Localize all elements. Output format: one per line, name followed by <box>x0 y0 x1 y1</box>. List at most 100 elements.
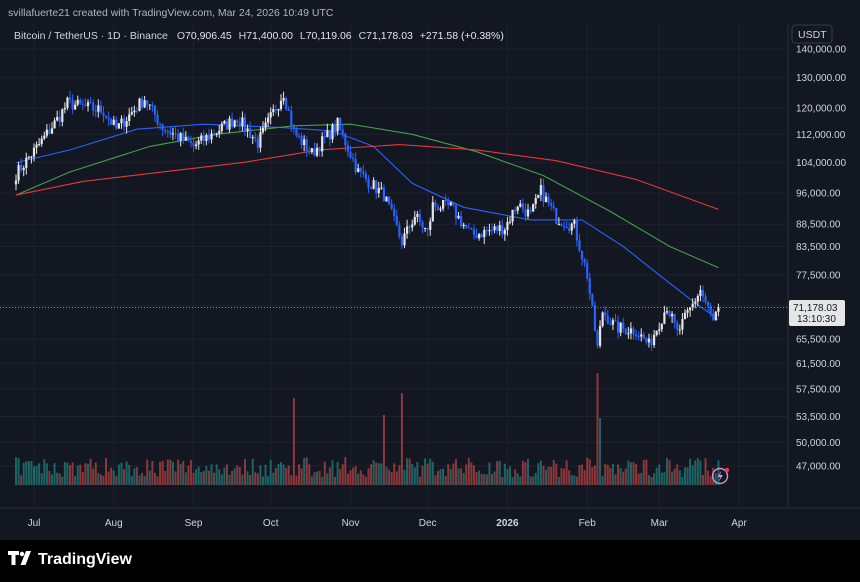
candle-body <box>158 123 162 125</box>
volume-bar <box>668 460 671 485</box>
volume-bar <box>457 468 460 485</box>
volume-bar <box>629 462 632 485</box>
candle-body <box>704 296 707 302</box>
candle-body <box>377 187 380 194</box>
candle-body <box>225 121 229 130</box>
volume-bar <box>527 458 530 485</box>
candle-body <box>148 104 151 106</box>
volume-bar <box>452 463 455 485</box>
time-tick-label: Dec <box>419 518 437 529</box>
candle-body <box>712 313 715 321</box>
candle-body <box>213 133 216 135</box>
volume-bar <box>506 468 509 485</box>
candle-body <box>35 144 38 148</box>
volume-bar <box>310 476 313 485</box>
volume-bar <box>48 470 51 485</box>
ma-long-line <box>15 144 719 210</box>
volume-bar <box>243 459 246 485</box>
candle-body <box>130 112 133 115</box>
tradingview-logo[interactable]: TradingView <box>8 551 133 568</box>
candle-body <box>228 118 231 130</box>
candle-body <box>223 121 226 124</box>
candle-body <box>238 122 241 127</box>
volume-bar <box>357 473 360 485</box>
volume-bar <box>650 476 653 485</box>
price-tick-label: 130,000.00 <box>796 73 846 84</box>
time-tick-label: Mar <box>651 518 669 529</box>
candle-body <box>20 164 23 171</box>
candle-body <box>117 123 121 129</box>
candle-body <box>135 110 139 112</box>
candle-body <box>202 135 205 141</box>
volume-bar <box>367 468 370 485</box>
candle-body <box>534 197 537 205</box>
volume-bar <box>362 474 365 485</box>
candle-body <box>344 133 347 146</box>
candle-body <box>362 171 365 174</box>
volume-bar <box>97 473 100 485</box>
candle-body <box>197 140 200 145</box>
candlesticks[interactable] <box>14 91 720 351</box>
volume-bar <box>524 462 527 485</box>
volume-bar <box>58 473 61 485</box>
volume-bar <box>182 461 185 485</box>
volume-bar <box>537 463 540 485</box>
candle-body <box>17 164 20 181</box>
volume-bar <box>339 468 342 485</box>
volume-bar <box>393 463 396 485</box>
volume-bar <box>421 465 424 485</box>
volume-bar <box>225 464 228 485</box>
candle-body <box>717 307 720 312</box>
candle-body <box>125 121 128 127</box>
volume-bar <box>699 460 702 485</box>
volume-bar <box>107 471 110 485</box>
currency-selector[interactable]: USDT <box>791 24 833 44</box>
volume-bar <box>542 465 545 485</box>
candle-body <box>153 105 157 115</box>
volume-bar <box>614 474 617 485</box>
candle-body <box>61 109 64 122</box>
time-axis[interactable]: Jul Aug Sep Oct Nov Dec 2026 Feb Mar Apr <box>28 518 748 529</box>
candle-body <box>385 196 388 202</box>
volume-bar <box>316 471 319 485</box>
candle-body <box>192 143 195 147</box>
volume-bar <box>565 460 568 485</box>
candle-body <box>537 194 540 198</box>
candle-body <box>544 196 548 203</box>
symbol-legend[interactable]: Bitcoin / TetherUS · 1D · Binance O70,90… <box>14 30 504 42</box>
tradingview-logo-text: TradingView <box>38 551 133 568</box>
candle-body <box>640 334 643 337</box>
candle-body <box>112 119 115 125</box>
candle-body <box>295 129 298 136</box>
volume-bar <box>454 459 457 485</box>
candle-body <box>642 334 645 339</box>
volume-bar <box>681 476 684 485</box>
volume-bar <box>233 468 236 485</box>
price-tick-label: 120,000.00 <box>796 103 846 114</box>
candle-body <box>246 128 249 131</box>
volume-bar <box>640 472 643 485</box>
volume-bar <box>467 458 470 485</box>
symbol-name[interactable]: Bitcoin / TetherUS · 1D · Binance <box>14 30 168 42</box>
candle-body <box>506 221 509 230</box>
candle-body <box>336 117 339 132</box>
candle-body <box>663 312 666 324</box>
volume-bar <box>174 471 177 485</box>
candle-body <box>426 227 429 230</box>
candle-body <box>683 312 687 320</box>
volume-bar <box>207 470 210 485</box>
candle-body <box>107 117 110 120</box>
volume-bar <box>334 476 337 485</box>
open-value: 70,906.45 <box>185 30 232 42</box>
volume-bar <box>400 393 403 485</box>
currency-label[interactable]: USDT <box>798 29 827 41</box>
candle-body <box>272 109 275 113</box>
volume-bar <box>581 464 584 485</box>
volume-bar <box>94 462 97 485</box>
lightning-icon[interactable] <box>711 467 730 485</box>
candle-body <box>58 116 61 122</box>
candle-body <box>68 97 72 100</box>
candle-body <box>43 135 46 139</box>
volume-bar <box>622 471 625 485</box>
